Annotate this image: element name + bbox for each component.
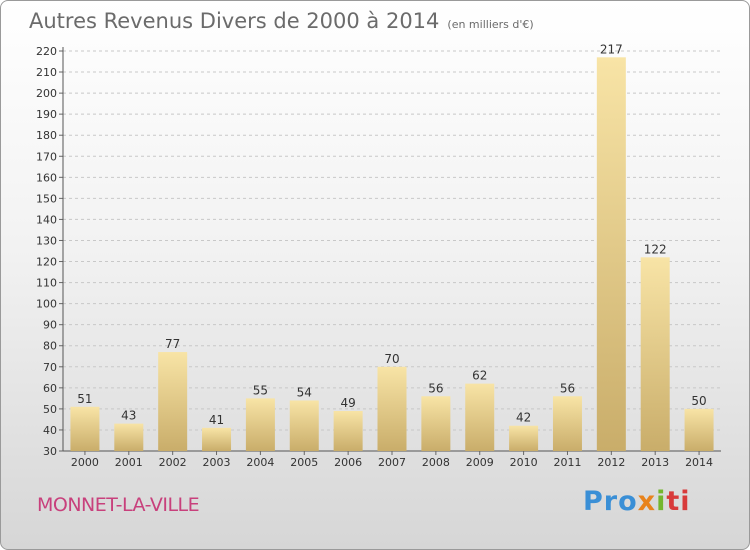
data-label: 70 xyxy=(384,352,399,366)
y-tick-label: 160 xyxy=(36,171,57,184)
y-tick-label: 220 xyxy=(36,45,57,58)
x-tick-label: 2008 xyxy=(422,456,450,469)
bar-2007 xyxy=(377,366,407,451)
y-tick-label: 60 xyxy=(43,382,57,395)
chart-title-text: Autres Revenus Divers de 2000 à 2014 xyxy=(29,9,440,33)
x-tick-label: 2012 xyxy=(597,456,625,469)
x-tick-label: 2001 xyxy=(115,456,143,469)
y-tick-label: 80 xyxy=(43,340,57,353)
bar-2008 xyxy=(421,396,451,451)
bar-2011 xyxy=(552,396,582,451)
y-tick-label: 30 xyxy=(43,445,57,458)
data-label: 217 xyxy=(600,42,623,56)
data-label: 54 xyxy=(297,385,312,399)
y-tick-label: 140 xyxy=(36,213,57,226)
chart-title: Autres Revenus Divers de 2000 à 2014 (en … xyxy=(29,9,534,33)
y-tick-label: 180 xyxy=(36,129,57,142)
bar-2001 xyxy=(114,423,144,451)
x-tick-label: 2003 xyxy=(203,456,231,469)
x-tick-label: 2004 xyxy=(246,456,274,469)
bar-2004 xyxy=(245,398,275,451)
y-tick-label: 130 xyxy=(36,234,57,247)
x-tick-label: 2011 xyxy=(553,456,581,469)
x-tick-label: 2000 xyxy=(71,456,99,469)
x-tick-label: 2002 xyxy=(159,456,187,469)
x-tick-label: 2005 xyxy=(290,456,318,469)
bar-2012 xyxy=(596,57,626,451)
y-tick-label: 70 xyxy=(43,361,57,374)
y-tick-label: 40 xyxy=(43,424,57,437)
bar-2005 xyxy=(289,400,319,451)
data-label: 41 xyxy=(209,413,224,427)
y-tick-label: 150 xyxy=(36,192,57,205)
y-tick-label: 110 xyxy=(36,277,57,290)
data-label: 42 xyxy=(516,411,531,425)
y-tick-label: 100 xyxy=(36,298,57,311)
y-tick-label: 120 xyxy=(36,256,57,269)
logo-part-2: x xyxy=(637,486,657,517)
data-label: 55 xyxy=(253,383,268,397)
data-label: 50 xyxy=(691,394,706,408)
data-label: 56 xyxy=(428,381,443,395)
x-tick-label: 2013 xyxy=(641,456,669,469)
bar-2006 xyxy=(333,411,363,451)
bar-2003 xyxy=(202,427,232,451)
x-tick-label: 2006 xyxy=(334,456,362,469)
data-label: 77 xyxy=(165,337,180,351)
logo-part-4: ti xyxy=(666,486,691,517)
x-tick-label: 2009 xyxy=(466,456,494,469)
y-tick-label: 50 xyxy=(43,403,57,416)
x-tick-label: 2010 xyxy=(510,456,538,469)
data-label: 56 xyxy=(560,381,575,395)
logo-part-3: i xyxy=(656,486,667,517)
bar-2002 xyxy=(158,352,188,451)
y-tick-label: 210 xyxy=(36,66,57,79)
bar-2014 xyxy=(684,408,714,451)
y-tick-label: 190 xyxy=(36,108,57,121)
data-label: 49 xyxy=(340,396,355,410)
bar-2010 xyxy=(509,425,539,451)
bar-2009 xyxy=(465,383,495,451)
data-label: 51 xyxy=(77,392,92,406)
town-name: MONNET-LA-VILLE xyxy=(37,494,200,516)
y-tick-label: 170 xyxy=(36,150,57,163)
data-label: 62 xyxy=(472,369,487,383)
x-tick-label: 2014 xyxy=(685,456,713,469)
bar-2000 xyxy=(70,406,100,451)
logo-part-1: Pro xyxy=(583,486,638,517)
bar-2013 xyxy=(640,257,670,451)
x-tick-label: 2007 xyxy=(378,456,406,469)
y-tick-label: 90 xyxy=(43,319,57,332)
proxiti-logo: Proxiti xyxy=(583,486,691,517)
chart-title-unit: (en milliers d'€) xyxy=(447,18,534,31)
y-tick-label: 200 xyxy=(36,87,57,100)
data-label: 122 xyxy=(644,242,667,256)
data-label: 43 xyxy=(121,409,136,423)
